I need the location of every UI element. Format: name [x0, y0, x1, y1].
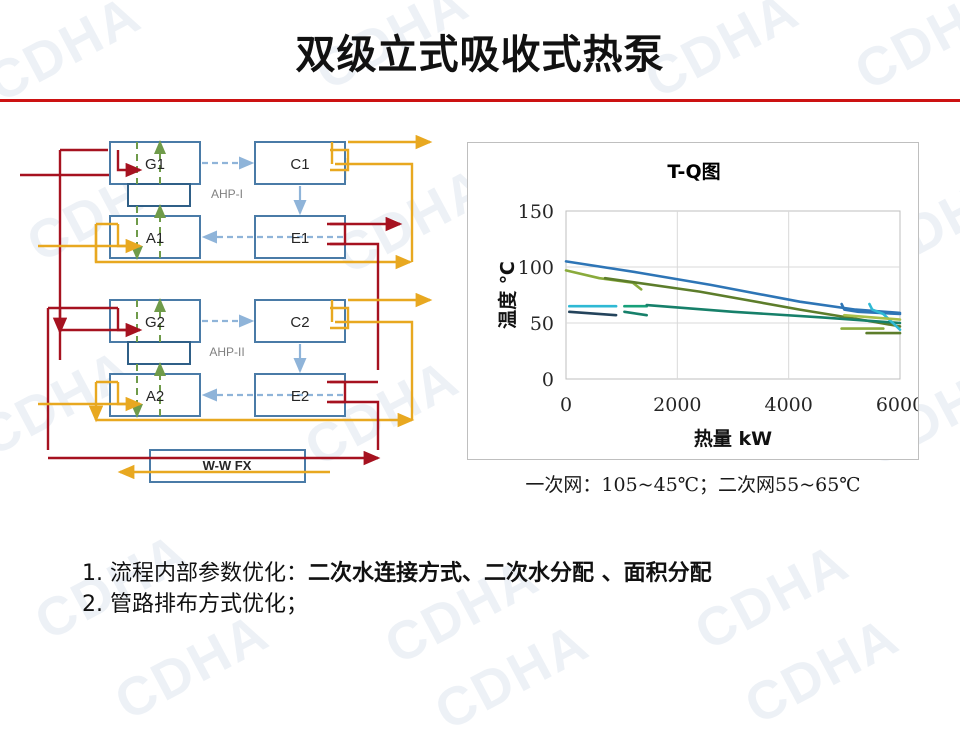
- label-E1: E1: [291, 230, 309, 247]
- box-WWFX: [149, 449, 306, 483]
- tq-chart-panel: T-Q图 0 50 100 150 0 2000 4000 6000 温度 ℃ 热量 kW: [467, 142, 919, 460]
- optimization-notes: 1. 流程内部参数优化：二次水连接方式、二次水分配 、面积分配 2. 管路排布方…: [82, 558, 932, 620]
- watermark-18: CDHA: [735, 606, 909, 736]
- series-secondary-outlet-hook-2: [868, 302, 902, 331]
- title-divider: [0, 99, 960, 102]
- network-temperature-caption: 一次网：105~45℃；二次网55~65℃: [525, 474, 861, 496]
- x-tick-label: 2000: [653, 394, 701, 416]
- series-primary-hot-water-supply: [564, 260, 902, 315]
- stage1-refrigerant: [201, 156, 343, 244]
- box-HX1: [127, 183, 191, 207]
- stage2-refrigerant: [201, 314, 343, 402]
- label-E2: E2: [291, 388, 309, 405]
- stage1-E1-tube: [327, 216, 403, 370]
- bullet-line-2: 2. 管路排布方式优化；: [82, 592, 308, 618]
- stage2-C2-tube: [96, 292, 433, 428]
- plot-area: [565, 210, 901, 380]
- y-tick-label: 100: [518, 257, 554, 279]
- stage1-label: AHP-I: [211, 187, 243, 201]
- label-G2: G2: [145, 314, 165, 331]
- bullet-1-emphasis: 二次水连接方式、二次水分配 、面积分配: [307, 561, 712, 586]
- stage1-solution-loop: [131, 140, 166, 260]
- x-tick-label: 4000: [764, 394, 812, 416]
- stage2-label: AHP-II: [209, 345, 244, 359]
- y-axis-title: 温度 ℃: [496, 261, 519, 329]
- y-tick-label: 50: [530, 313, 554, 335]
- x-axis-title: 热量 kW: [694, 427, 772, 450]
- series-secondary-water-low-b: [623, 310, 648, 317]
- stage2-G2-tube: [46, 306, 143, 450]
- page-title: 双级立式吸收式热泵: [295, 32, 665, 78]
- label-WWFX: W-W FX: [203, 458, 252, 473]
- system-schematic: AHP-I G1 C1 A1 E1: [0, 120, 460, 500]
- bullet-1-prefix: 1. 流程内部参数优化：: [82, 561, 308, 586]
- y-tick-label: 150: [518, 201, 554, 223]
- stage2-solution-loop: [131, 298, 166, 418]
- stage1-A1-inlet: [94, 224, 413, 270]
- label-A2: A2: [146, 388, 164, 405]
- y-tick-label: 0: [542, 369, 554, 391]
- series-secondary-water-mid: [645, 303, 902, 325]
- stage1-G1-tube: [116, 150, 143, 178]
- tq-chart-svg: 0 50 100 150 0 2000 4000 6000 温度 ℃ 热量 kW: [496, 201, 918, 450]
- label-G1: G1: [145, 156, 165, 173]
- watermark-16: CDHA: [105, 602, 279, 732]
- box-A1: [109, 215, 201, 259]
- bullet-line-1: 1. 流程内部参数优化：二次水连接方式、二次水分配 、面积分配: [82, 558, 932, 589]
- series-secondary-water-low-a: [568, 310, 618, 317]
- label-A1: A1: [146, 230, 164, 247]
- stage2-A2-tube: [38, 380, 143, 423]
- chart-title: T-Q图: [667, 161, 721, 183]
- x-tick-label: 6000: [876, 394, 918, 416]
- label-C2: C2: [290, 314, 309, 331]
- stage2-E2-tube: [327, 380, 380, 450]
- label-C1: C1: [290, 156, 309, 173]
- box-HX2: [127, 341, 191, 365]
- stage1-C1-tube: [330, 134, 433, 262]
- watermark-17: CDHA: [425, 612, 599, 742]
- series-secondary-outlet-line-3: [842, 313, 902, 321]
- x-tick-label: 0: [560, 394, 572, 416]
